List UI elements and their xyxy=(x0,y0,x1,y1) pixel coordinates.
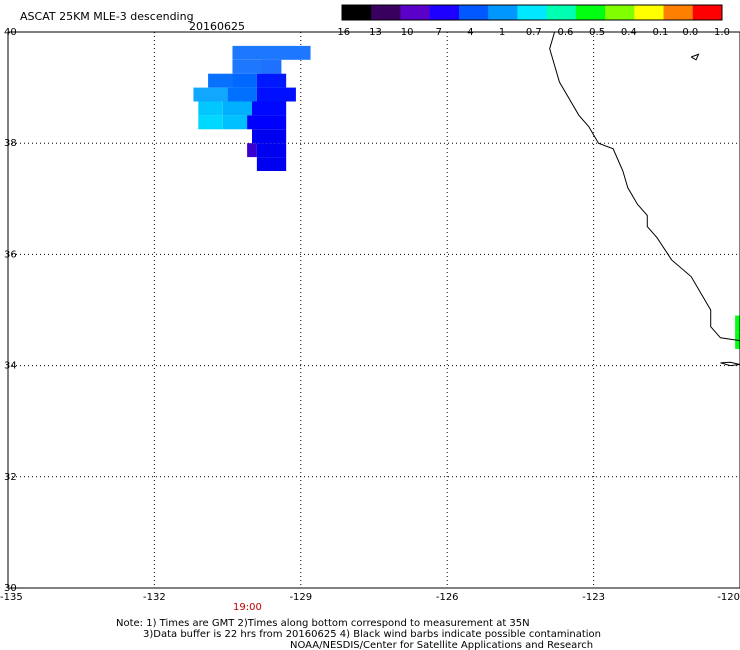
swath-cell xyxy=(261,59,282,74)
colorbar-swatch xyxy=(342,5,372,20)
map-date: 20160625 xyxy=(189,20,245,33)
colorbar-swatch xyxy=(371,5,401,20)
swath-cell xyxy=(256,143,287,158)
lon-label: -135 xyxy=(0,592,23,603)
colorbar-swatch xyxy=(575,5,606,20)
swath-cell xyxy=(252,101,287,116)
colorbar-swatch xyxy=(634,5,665,20)
swath-cells xyxy=(193,45,740,349)
swath-cell xyxy=(198,115,223,130)
swath-cell xyxy=(247,115,287,130)
colorbar-swatch xyxy=(692,5,723,20)
latitude-labels: 40 38 36 34 32 30 xyxy=(4,27,17,594)
plot-frame xyxy=(7,31,740,589)
colorbar: -16 -13 -10 -7 -4 -1 -0.7 -0.6 -0.5 -0.4 -0.1 0.0 1.… xyxy=(334,4,730,38)
colorbar-swatch xyxy=(517,5,548,20)
colorbar-swatch xyxy=(458,5,489,20)
swath-cell xyxy=(247,143,257,158)
island-outline xyxy=(690,53,700,61)
swath-cell xyxy=(208,73,233,88)
plot-area xyxy=(7,31,740,589)
colorbar-swatch xyxy=(663,5,694,20)
coastline xyxy=(549,31,740,367)
lat-label: 30 xyxy=(4,583,17,594)
colorbar-swatch xyxy=(488,5,518,20)
lon-label: -120 xyxy=(717,592,740,603)
island-outline xyxy=(720,361,740,367)
colorbar-frame xyxy=(341,4,723,21)
swath-cell xyxy=(227,87,257,102)
swath-cell xyxy=(256,157,287,171)
note-line-2: 3)Data buffer is 22 hrs from 20160625 4)… xyxy=(143,629,601,640)
swath-cell xyxy=(256,87,296,102)
colorbar-swatch xyxy=(605,5,635,20)
lat-label: 34 xyxy=(4,361,17,372)
map-title: ASCAT 25KM MLE-3 descending xyxy=(20,10,194,23)
time-label: 19:00 xyxy=(233,602,262,613)
lon-label: -129 xyxy=(289,592,312,603)
lon-label: -126 xyxy=(436,592,459,603)
swath-cell xyxy=(256,73,287,88)
colorbar-swatch xyxy=(429,5,460,20)
lat-label: 38 xyxy=(4,138,17,149)
swath-cell xyxy=(193,87,228,102)
graticule xyxy=(8,32,740,588)
swath-cell xyxy=(222,101,252,116)
note-line-1: Note: 1) Times are GMT 2)Times along bot… xyxy=(116,618,530,629)
coastline-path xyxy=(549,31,740,342)
swath-cell xyxy=(198,101,223,116)
lon-label: -132 xyxy=(143,592,166,603)
lat-label: 40 xyxy=(4,27,17,38)
colorbar-swatch xyxy=(546,5,577,20)
swath-cell xyxy=(735,315,740,333)
swath-cell xyxy=(232,45,311,60)
lat-label: 36 xyxy=(4,249,17,260)
longitude-labels: -135 -132 -129 -126 -123 -120 xyxy=(0,592,740,603)
colorbar-swatch xyxy=(400,5,431,20)
lon-label: -123 xyxy=(582,592,605,603)
swath-cell xyxy=(252,129,287,144)
swath-cell xyxy=(232,73,257,88)
lat-label: 32 xyxy=(4,472,17,483)
note-line-3: NOAA/NESDIS/Center for Satellite Applica… xyxy=(290,640,593,650)
swath-cell xyxy=(222,115,248,130)
